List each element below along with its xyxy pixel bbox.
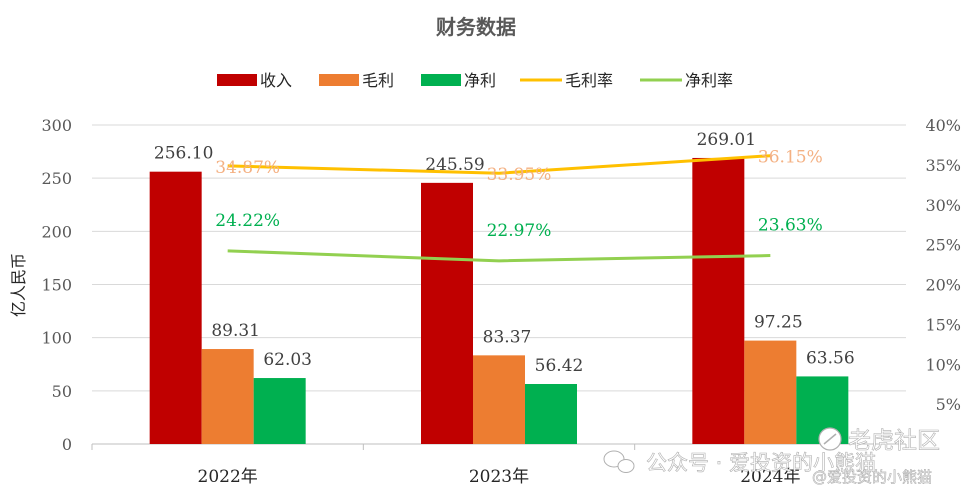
- watermark: 公众号 · 爱投资的小熊猫 老虎社区 @爱投资的小熊猫: [603, 427, 940, 486]
- line-毛利率: [227, 154, 771, 175]
- bar-收入: [149, 171, 202, 444]
- y2-tick-label: 35%: [925, 156, 961, 175]
- watermark-tiger: 老虎社区: [848, 428, 940, 454]
- bars: 256.10 245.59 269.01 89.31 83.37 97.25 62.03 56…: [149, 130, 855, 445]
- lines: 34.87% 33.95% 36.15% 24.22% 22.97% 23.63%: [215, 148, 823, 263]
- legend-swatch-毛利: [319, 74, 359, 86]
- legend: 收入 毛利 净利 毛利率 净利率: [217, 71, 733, 90]
- bar-收入: [421, 182, 473, 445]
- bar-data-label: 89.31: [211, 321, 260, 341]
- tiger-logo-icon: [818, 427, 842, 451]
- y-axis-left: 0 50 100 150 200 250 300: [41, 116, 72, 454]
- y2-tick-label: 15%: [925, 315, 961, 334]
- y2-tick-label: 25%: [925, 236, 961, 255]
- bar-data-label: 245.59: [425, 155, 484, 175]
- chart-title: 财务数据: [436, 15, 516, 39]
- legend-label: 收入: [260, 71, 292, 90]
- watermark-wechat: 公众号 · 爱投资的小熊猫: [646, 451, 876, 475]
- y2-tick-label: 10%: [925, 355, 961, 374]
- line-data-label: 36.15%: [758, 148, 823, 168]
- bar-data-label: 269.01: [697, 130, 756, 150]
- legend-label: 毛利: [362, 71, 394, 90]
- wechat-icon: [603, 450, 635, 473]
- line-data-label: 22.97%: [487, 221, 552, 241]
- bar-收入: [692, 157, 745, 444]
- y-tick-label: 250: [41, 169, 72, 188]
- y-axis-right: 5% 10% 15% 20% 25% 30% 35% 40%: [925, 116, 961, 414]
- bar-毛利: [473, 355, 525, 444]
- x-tick-label: 2023年: [469, 467, 529, 487]
- bar-净利: [253, 378, 306, 444]
- watermark-handle: @爱投资的小熊猫: [812, 468, 932, 486]
- bar-净利: [525, 384, 577, 444]
- y-axis-label: 亿人民币: [9, 253, 28, 317]
- bar-data-label: 256.10: [154, 144, 213, 164]
- legend-swatch-净利: [421, 74, 461, 86]
- y-tick-label: 200: [41, 222, 72, 241]
- y-tick-label: 0: [62, 435, 72, 454]
- bar-data-label: 83.37: [483, 327, 532, 347]
- x-tick-label: 2022年: [198, 467, 258, 487]
- y2-tick-label: 30%: [925, 196, 961, 215]
- y-tick-label: 100: [41, 329, 72, 348]
- line-data-label: 24.22%: [215, 211, 280, 231]
- y-tick-label: 300: [41, 116, 72, 135]
- y-tick-label: 50: [52, 382, 72, 401]
- bar-data-label: 97.25: [754, 313, 803, 333]
- y-tick-label: 150: [41, 276, 72, 295]
- y2-tick-label: 40%: [925, 116, 961, 135]
- x-axis: 2022年 2023年 2024年: [198, 467, 801, 487]
- line-data-label: 23.63%: [758, 216, 823, 236]
- y2-tick-label: 5%: [936, 395, 961, 414]
- y2-tick-label: 20%: [925, 276, 961, 295]
- bar-data-label: 63.56: [806, 348, 855, 368]
- bar-data-label: 56.42: [535, 356, 584, 376]
- bar-毛利: [201, 349, 254, 444]
- x-tick-label: 2024年: [740, 467, 800, 487]
- line-data-label: 34.87%: [215, 158, 280, 178]
- legend-label: 净利: [464, 71, 496, 90]
- line-净利率: [227, 249, 771, 263]
- legend-label: 毛利率: [565, 71, 613, 90]
- bar-毛利: [744, 340, 797, 444]
- bar-data-label: 62.03: [263, 350, 312, 370]
- line-data-label: 33.95%: [487, 165, 552, 185]
- legend-swatch-收入: [217, 74, 257, 86]
- legend-label: 净利率: [685, 71, 733, 90]
